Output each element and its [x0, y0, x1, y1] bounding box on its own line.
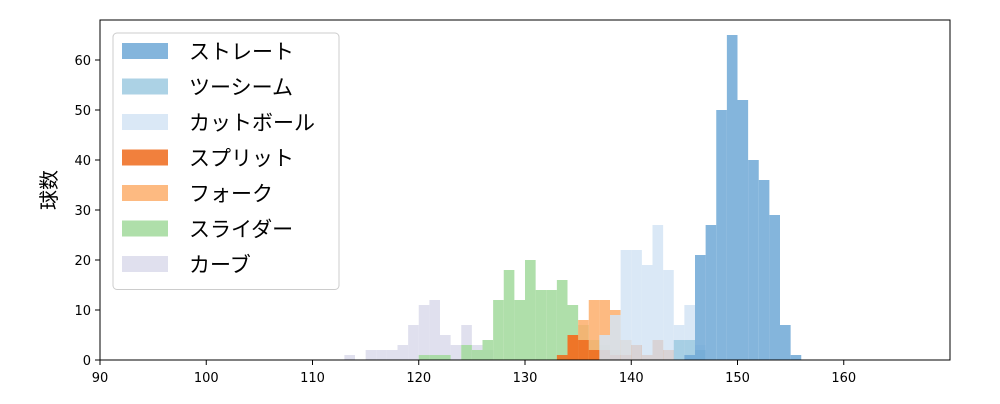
histogram-bar: [556, 355, 568, 360]
histogram-bar: [461, 345, 472, 360]
histogram-bar: [429, 300, 440, 360]
legend-item: スライダー: [122, 218, 293, 242]
histogram-bar: [684, 305, 695, 360]
y-tick-label: 0: [83, 354, 91, 369]
histogram-bar: [631, 250, 642, 360]
histogram-bar: [440, 355, 451, 360]
histogram-bar: [546, 290, 557, 360]
histogram-bar: [525, 260, 536, 360]
histogram-bar: [386, 350, 398, 360]
histogram-bar: [461, 325, 472, 360]
legend-label: カーブ: [189, 253, 251, 277]
histogram-bar: [620, 250, 632, 360]
histogram-bar: [408, 325, 419, 360]
legend-swatch: [122, 149, 168, 166]
histogram-bar: [652, 225, 664, 360]
histogram-bar: [471, 350, 483, 360]
x-tick-label: 90: [92, 371, 109, 386]
legend-swatch: [122, 256, 168, 272]
histogram-bar: [493, 300, 504, 360]
histogram-bar: [758, 180, 770, 360]
histogram-bar: [684, 340, 695, 360]
legend-label: カットボール: [189, 111, 315, 135]
legend-label: ツーシーム: [189, 76, 293, 100]
histogram-bar: [397, 345, 409, 360]
histogram-bar: [514, 300, 525, 360]
x-axis: 90 100 110 120 130 140 150 160: [92, 360, 856, 386]
histogram-bar: [748, 160, 759, 360]
histogram-bar: [418, 305, 430, 360]
histogram-bar: [684, 355, 695, 360]
histogram-bar: [695, 255, 706, 360]
histogram-bar: [535, 290, 547, 360]
histogram-bar: [503, 270, 515, 360]
histogram-bar: [769, 215, 780, 360]
y-tick-label: 50: [74, 104, 91, 119]
legend-item: カットボール: [122, 111, 315, 135]
y-tick-label: 10: [74, 304, 91, 319]
legend-label: フォーク: [189, 182, 273, 206]
histogram-bar: [705, 225, 717, 360]
histogram-bar: [567, 305, 579, 360]
histogram-bar: [790, 355, 802, 360]
y-axis-label: 球数: [37, 170, 61, 210]
histogram-bar: [440, 335, 451, 360]
legend-item: ストレート: [122, 40, 294, 64]
legend-swatch: [122, 185, 168, 201]
histogram-bar: [376, 350, 387, 360]
legend-label: スプリット: [189, 147, 294, 171]
y-tick-label: 30: [74, 204, 91, 219]
x-tick-label: 110: [300, 371, 325, 386]
x-tick-label: 120: [406, 371, 431, 386]
legend-item: ツーシーム: [122, 76, 293, 100]
x-tick-label: 160: [831, 371, 856, 386]
histogram-bar: [365, 350, 377, 360]
legend-swatch: [122, 220, 168, 237]
histogram-bar: [418, 355, 430, 360]
histogram-bar: [344, 355, 355, 360]
series-6: [684, 35, 802, 360]
x-tick-label: 100: [194, 371, 219, 386]
y-tick-label: 40: [74, 154, 91, 169]
x-tick-label: 150: [725, 371, 750, 386]
histogram-bar: [588, 350, 600, 360]
bars-layer: [344, 35, 802, 360]
histogram-bar: [780, 325, 791, 360]
legend-box: [112, 32, 340, 290]
legend-swatch: [122, 43, 168, 59]
y-tick-label: 20: [74, 254, 91, 269]
series-4: [599, 225, 706, 360]
histogram-bar: [737, 100, 749, 360]
histogram-bar: [673, 340, 685, 360]
y-tick-label: 60: [74, 54, 91, 69]
histogram-bar: [716, 110, 727, 360]
histogram-bar: [482, 340, 494, 360]
legend-item: スプリット: [122, 147, 294, 171]
histogram-bar: [599, 300, 610, 360]
histogram-bar: [567, 335, 579, 360]
histogram-bar: [578, 340, 589, 360]
histogram-bar: [450, 345, 462, 360]
x-tick-label: 130: [513, 371, 538, 386]
histogram-bar: [726, 35, 738, 360]
legend-label: ストレート: [189, 40, 294, 64]
legend-label: スライダー: [189, 218, 293, 242]
histogram-bar: [641, 265, 653, 360]
histogram-bar: [663, 270, 674, 360]
legend-swatch: [122, 78, 168, 95]
histogram-bar: [429, 355, 440, 360]
legend-item: カーブ: [122, 253, 251, 277]
histogram-bar: [599, 335, 610, 360]
y-axis: 0 10 20 30 40 50 60: [74, 54, 100, 369]
legend-swatch: [122, 114, 168, 130]
histogram-bar: [610, 315, 621, 360]
legend-item: フォーク: [122, 182, 273, 206]
histogram-bar: [588, 300, 600, 360]
histogram-bar: [556, 280, 568, 360]
x-tick-label: 140: [619, 371, 644, 386]
